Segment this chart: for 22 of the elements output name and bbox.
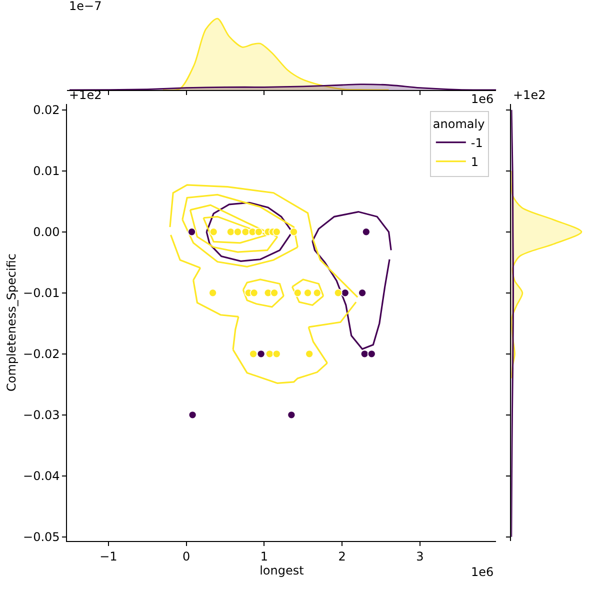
y-tick-label: 0.02 — [33, 103, 60, 118]
text: +1e2 — [513, 88, 546, 102]
y-tick-label: −0.04 — [23, 469, 60, 484]
x-axis-title: longest — [260, 564, 304, 578]
annotation: 1e6 — [471, 92, 494, 106]
x-tick-label: 3 — [416, 550, 424, 564]
y-tick-label: 0.00 — [33, 225, 60, 240]
y-axis-title: Completeness_Specific — [4, 253, 18, 392]
y-tick-label: −0.03 — [23, 408, 60, 422]
y-tick-label: −0.05 — [23, 530, 60, 544]
text: 1e6 — [471, 565, 494, 579]
x-tick-label: −1 — [100, 550, 118, 564]
y-tick-label: 0.01 — [33, 164, 60, 178]
y-tick-label: −0.02 — [23, 347, 60, 362]
legend-label: 1 — [470, 154, 479, 169]
y-tick-label: −0.01 — [23, 286, 60, 300]
x-tick-label: 0 — [182, 550, 190, 564]
x-tick-label: 2 — [338, 550, 346, 564]
legend-title: anomaly — [432, 116, 485, 131]
x-tick-label: 1 — [260, 550, 268, 564]
text: 1e−7 — [69, 0, 102, 13]
legend-label: -1 — [470, 136, 483, 150]
